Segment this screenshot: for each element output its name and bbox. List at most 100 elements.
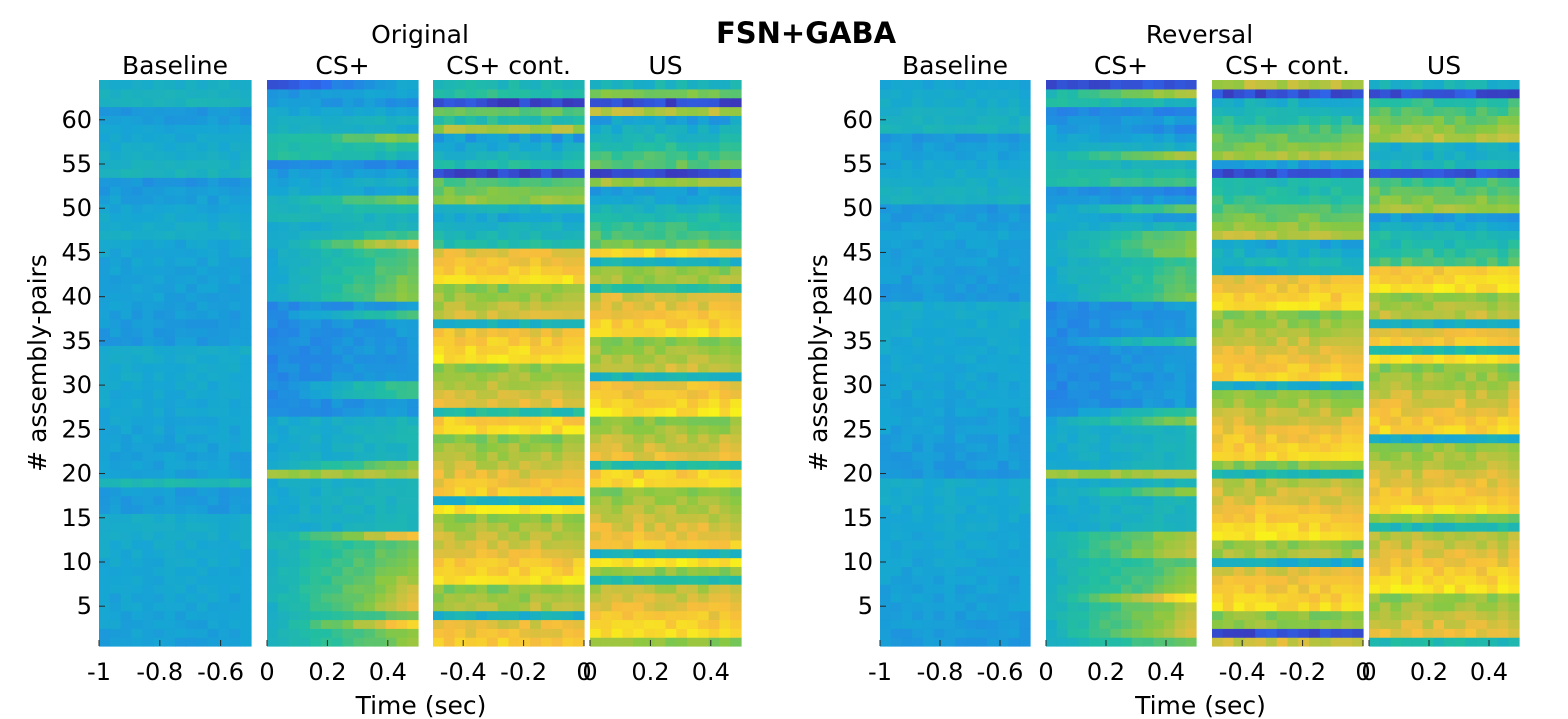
heatmap-cell (433, 539, 445, 550)
heatmap-cell (454, 460, 466, 470)
heatmap-cell (407, 513, 419, 523)
heatmap-cell (175, 451, 187, 461)
heatmap-cell (955, 80, 967, 90)
heatmap-cell (277, 301, 290, 311)
heatmap-cell (901, 239, 913, 249)
heatmap-cell (890, 194, 903, 205)
heatmap-cell (454, 159, 466, 170)
heatmap-cell (120, 230, 133, 240)
heatmap-cell (590, 336, 602, 346)
heatmap-cell (622, 460, 634, 470)
heatmap-cell (476, 115, 488, 125)
heatmap-cell (109, 301, 122, 311)
heatmap-cell (353, 283, 365, 293)
heatmap-cell (965, 124, 978, 134)
heatmap-cell (508, 274, 520, 284)
heatmap-cell (1099, 442, 1111, 453)
heatmap-cell (622, 601, 634, 612)
heatmap-cell (1019, 442, 1031, 453)
heatmap-cell (997, 318, 1010, 329)
heatmap-cell (175, 177, 187, 187)
heatmap-cell (955, 584, 967, 594)
heatmap-cell (320, 363, 333, 373)
heatmap-cell (622, 416, 634, 426)
heatmap-cell (976, 495, 988, 506)
heatmap-cell (590, 504, 602, 514)
heatmap-cell (590, 318, 602, 329)
heatmap-cell (331, 354, 344, 364)
heatmap-cell (633, 460, 645, 470)
heatmap-cell (976, 513, 988, 523)
heatmap-cell (153, 433, 165, 444)
heatmap-cell (933, 398, 945, 408)
heatmap-cell (1110, 469, 1122, 479)
heatmap-cell (708, 141, 721, 152)
heatmap-cell (175, 106, 187, 116)
heatmap-cell (508, 566, 520, 576)
heatmap-cell (611, 380, 623, 391)
heatmap-cell (353, 88, 365, 99)
heatmap-cell (277, 398, 290, 408)
y-axis-label: # assembly-pairs (23, 254, 52, 472)
heatmap-cell (185, 451, 198, 461)
heatmap-cell (109, 292, 122, 302)
heatmap-cell (1142, 389, 1154, 399)
heatmap-cell (987, 566, 999, 576)
heatmap-cell (890, 248, 903, 258)
heatmap-cell (730, 451, 742, 461)
heatmap-cell (331, 628, 344, 638)
heatmap-cell (185, 106, 198, 116)
heatmap-cell (997, 265, 1010, 276)
heatmap-cell (1142, 363, 1154, 373)
heatmap-cell (562, 531, 574, 541)
heatmap-cell (697, 88, 710, 99)
heatmap-cell (633, 433, 645, 444)
heatmap-cell (288, 557, 300, 567)
heatmap-cell (1142, 531, 1154, 541)
heatmap-cell (1174, 628, 1186, 638)
heatmap-cell (676, 80, 688, 90)
heatmap-cell (443, 106, 456, 116)
heatmap-cell (1110, 513, 1122, 523)
heatmap-cell (153, 601, 165, 612)
heatmap-cell (697, 194, 710, 205)
heatmap-cell (719, 407, 731, 417)
heatmap-cell (573, 80, 585, 90)
heatmap-cell (385, 531, 398, 541)
heatmap-cell (590, 584, 602, 594)
heatmap-cell (331, 416, 344, 426)
heatmap-cell (708, 97, 721, 108)
heatmap-cell (880, 186, 892, 196)
heatmap-cell (933, 548, 945, 559)
heatmap-cell (497, 265, 510, 276)
heatmap-cell (922, 159, 935, 170)
heatmap-cell (320, 203, 333, 214)
heatmap-cell (131, 133, 144, 143)
heatmap-cell (497, 398, 510, 408)
heatmap-cell (933, 495, 945, 506)
heatmap-cell (454, 548, 466, 559)
heatmap-cell (353, 389, 365, 399)
heatmap-cell (719, 309, 731, 320)
heatmap-cell (955, 194, 967, 205)
heatmap-cell (175, 504, 187, 514)
heatmap-cell (299, 433, 311, 444)
heatmap-cell (730, 610, 742, 621)
heatmap-cell (185, 371, 198, 382)
heatmap-cell (687, 177, 699, 187)
heatmap-cell (622, 133, 634, 143)
x-tick-label: -0.4 (440, 658, 487, 686)
heatmap-cell (508, 584, 520, 594)
heatmap-cell (109, 610, 122, 621)
heatmap-cell (933, 283, 945, 293)
heatmap-cell (955, 212, 967, 223)
heatmap-cell (1046, 389, 1058, 399)
heatmap-cell (454, 186, 466, 196)
heatmap-cell (1008, 513, 1020, 523)
heatmap-cell (1142, 592, 1154, 603)
heatmap-cell (622, 327, 634, 338)
x-axis-label: Time (sec) (355, 691, 487, 719)
heatmap-cell (530, 539, 542, 550)
heatmap-cell (600, 398, 613, 408)
heatmap-cell (665, 548, 677, 559)
